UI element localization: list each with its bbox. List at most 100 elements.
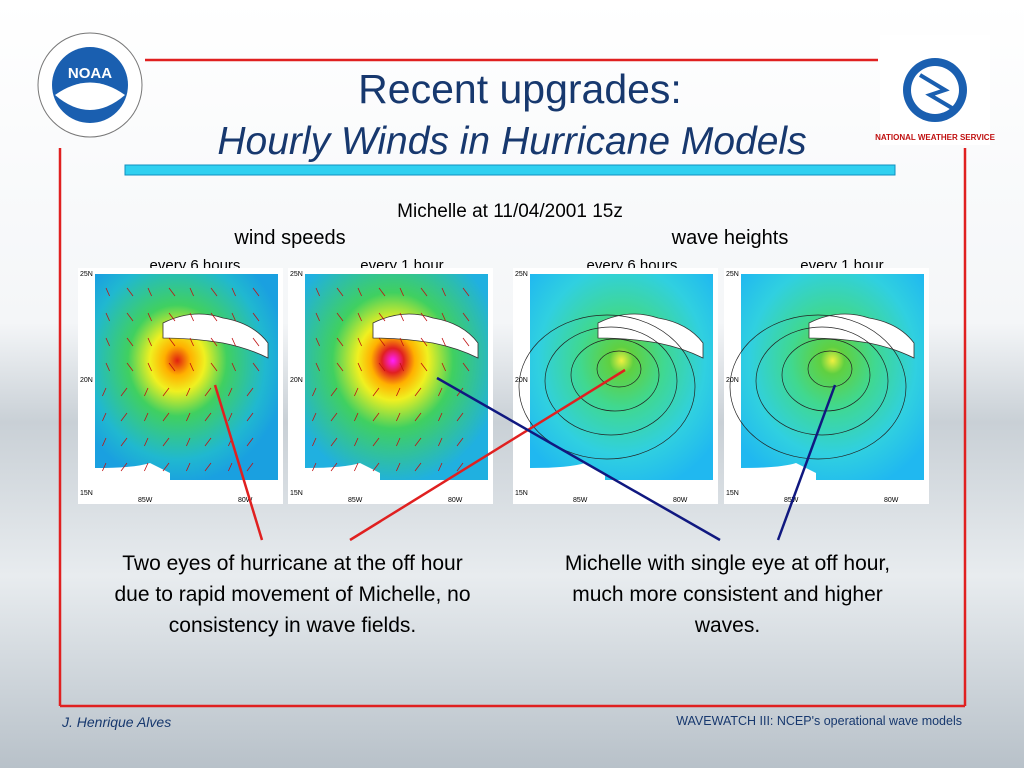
wind-vector [312, 387, 317, 397]
contour [570, 338, 660, 412]
wind-vector [438, 462, 443, 472]
wind-vector [246, 387, 254, 397]
wind-vector [399, 337, 404, 347]
noaa-logo: NOAA [37, 32, 143, 138]
wind-vector [420, 287, 428, 297]
wind-vector [396, 412, 401, 422]
wind-vector [336, 312, 344, 322]
contour [596, 350, 642, 388]
wind-vector [168, 337, 176, 347]
wind-vector [204, 387, 212, 397]
group-label: wind speeds [233, 227, 345, 249]
wind-vector [462, 287, 470, 297]
source: WAVEWATCH III: NCEP's operational wave m… [676, 714, 962, 728]
wind-vector [120, 387, 128, 397]
lat-label: 15N [290, 490, 303, 497]
wind-vector [456, 412, 464, 422]
map-field [741, 274, 924, 480]
wind-vector [102, 437, 107, 447]
arrows [213, 368, 837, 542]
wind-vector [252, 362, 260, 372]
wind-vector [186, 387, 191, 397]
lat-label: 20N [726, 377, 739, 384]
nws-logo: NATIONAL WEATHER SERVICE [875, 35, 996, 145]
wind-vector [120, 412, 128, 422]
wind-vector [252, 337, 260, 347]
wind-vector [441, 362, 446, 372]
lon-label: 85W [348, 497, 363, 504]
wind-vector [126, 287, 134, 297]
lat-label: 25N [515, 271, 528, 278]
wind-vector [312, 412, 317, 422]
wind-vector [396, 462, 401, 472]
wind-vector [414, 437, 422, 447]
lat-label: 25N [290, 271, 303, 278]
wind-vector [186, 412, 191, 422]
wind-vector [105, 287, 110, 297]
wind-vector [396, 437, 401, 447]
logo-text: NOAA [68, 65, 112, 82]
wind-vector [231, 362, 236, 372]
wind-vector [105, 312, 110, 322]
author: J. Henrique Alves [61, 714, 171, 730]
map-field [305, 274, 488, 480]
wind-vector [399, 312, 404, 322]
wind-vector [186, 437, 191, 447]
wind-vector [336, 287, 344, 297]
land [162, 313, 269, 359]
wind-vector [162, 462, 170, 472]
map-field [95, 274, 278, 480]
lon-label: 80W [673, 497, 688, 504]
wind-vector [204, 437, 212, 447]
wind-vector [189, 362, 194, 372]
wind-vector [210, 312, 218, 322]
contour [807, 350, 853, 388]
wind-vector [354, 387, 359, 397]
wind-vector [462, 362, 470, 372]
wind-vector [354, 462, 359, 472]
wind-vector [399, 287, 404, 297]
wind-vector [420, 312, 428, 322]
land [808, 313, 915, 359]
wind-vector [414, 412, 422, 422]
wind-vector [372, 412, 380, 422]
wind-vector [378, 337, 386, 347]
wind-vector [354, 412, 359, 422]
wind-vector [105, 337, 110, 347]
wind-vector [210, 362, 218, 372]
lon-label: 80W [884, 497, 899, 504]
wind-vector [204, 462, 212, 472]
wind-vector [168, 362, 176, 372]
wind-vector [315, 287, 320, 297]
map-field [530, 274, 713, 480]
land [741, 463, 816, 488]
wind-vector [189, 287, 194, 297]
contour [729, 314, 907, 460]
lon-label: 85W [138, 497, 153, 504]
lat-label: 20N [80, 377, 93, 384]
land [597, 313, 704, 359]
wind-vector [438, 437, 443, 447]
wind-vector [357, 337, 362, 347]
wind-vector [315, 312, 320, 322]
wind-vector [441, 287, 446, 297]
lat-label: 25N [80, 271, 93, 278]
wind-vector [231, 337, 236, 347]
wind-vector [330, 437, 338, 447]
lon-label: 80W [448, 497, 463, 504]
land [372, 313, 479, 359]
wind-vector [204, 412, 212, 422]
lat-label: 20N [515, 377, 528, 384]
wind-vector [372, 462, 380, 472]
wind-vector [231, 312, 236, 322]
wind-vector [144, 437, 149, 447]
wind-vector [228, 387, 233, 397]
wind-vector [378, 362, 386, 372]
wind-vector [354, 437, 359, 447]
lat-label: 25N [726, 271, 739, 278]
wind-vector [105, 362, 110, 372]
lat-label: 15N [80, 490, 93, 497]
wind-vector [330, 412, 338, 422]
wind-vector [144, 387, 149, 397]
wind-vector [372, 387, 380, 397]
